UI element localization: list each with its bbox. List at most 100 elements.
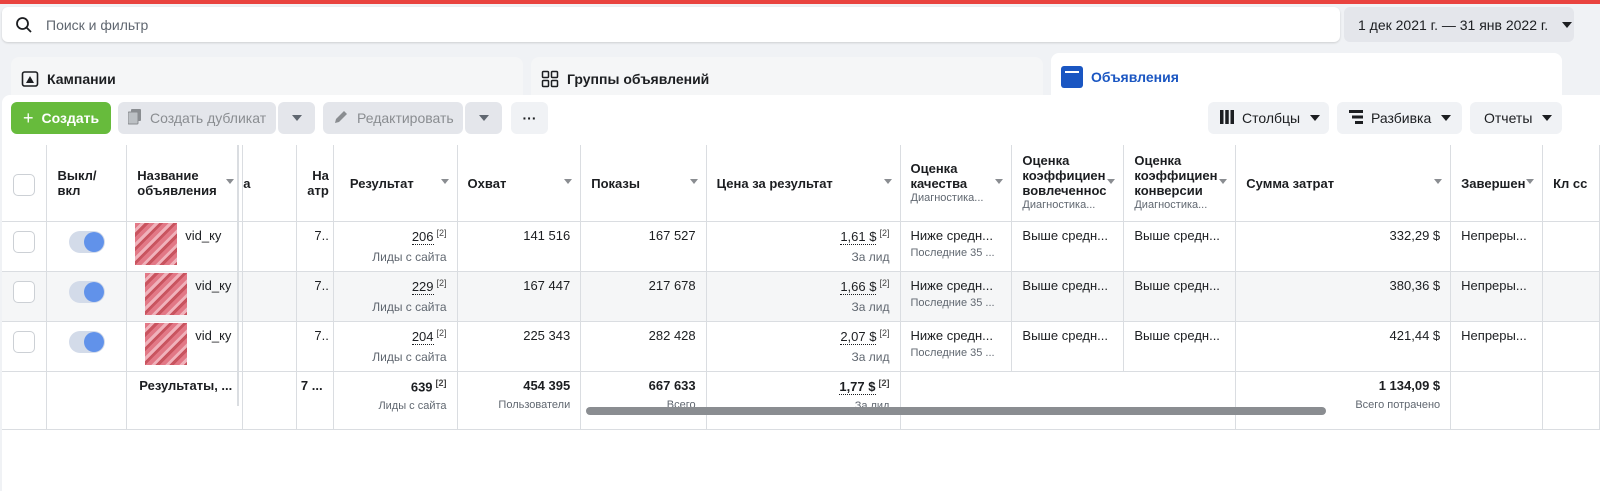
- engagement-value: Выше средн...: [1022, 228, 1108, 243]
- column-result[interactable]: Результат: [333, 145, 458, 222]
- column-cost[interactable]: Цена за результат: [706, 145, 901, 222]
- chevron-down-icon: [478, 115, 489, 121]
- breakdown-button[interactable]: Разбивка: [1337, 102, 1462, 134]
- quality-value: Ниже средн...: [910, 328, 993, 343]
- tab-label: Кампании: [47, 71, 116, 87]
- tab-ads[interactable]: Объявления: [1051, 53, 1562, 101]
- ends-value: Непреры...: [1461, 278, 1527, 293]
- quality-period: Последние 35 ...: [910, 297, 995, 309]
- column-name[interactable]: Название объявления: [126, 145, 244, 222]
- totals-result: 639: [410, 379, 433, 395]
- ads-table: Выкл/ вкл Название объявления а На атр Р…: [2, 145, 1600, 430]
- column-toggle[interactable]: Выкл/ вкл: [46, 145, 128, 222]
- column-conversion[interactable]: Оценка коэффициен конверсии Диагностика..…: [1123, 145, 1237, 222]
- impressions-value: 217 678: [648, 278, 696, 293]
- cost-value[interactable]: 1,61 $: [840, 229, 877, 246]
- column-quality[interactable]: Оценка качества Диагностика...: [900, 145, 1013, 222]
- ad-name[interactable]: vid_ку: [185, 228, 222, 243]
- more-icon: ···: [522, 110, 537, 126]
- footnote: [2]: [436, 278, 447, 288]
- quality-value: Ниже средн...: [910, 278, 993, 293]
- column-impressions[interactable]: Показы: [580, 145, 707, 222]
- reports-button[interactable]: Отчеты: [1470, 102, 1562, 134]
- totals-reach: 454 395: [523, 378, 571, 393]
- reach-value: 167 447: [523, 278, 571, 293]
- date-range-label: 1 дек 2021 г. — 31 янв 2022 г.: [1358, 16, 1549, 33]
- sort-arrow-icon: [564, 179, 573, 184]
- row-checkbox[interactable]: [13, 281, 36, 303]
- create-button[interactable]: + Создать: [11, 102, 111, 134]
- result-value[interactable]: 204: [411, 329, 434, 346]
- row-checkbox[interactable]: [13, 331, 36, 353]
- footnote: [2]: [436, 328, 447, 338]
- engagement-value: Выше средн...: [1022, 328, 1108, 343]
- conversion-value: Выше средн...: [1134, 228, 1220, 243]
- column-sublabel: Диагностика...: [1134, 199, 1208, 211]
- tab-label: Объявления: [1091, 69, 1179, 85]
- totals-cost[interactable]: 1,77 $: [839, 379, 876, 396]
- table-row[interactable]: vid_ку 7.. 204 [2] Лиды с сайта 225 343 28…: [2, 321, 1600, 372]
- ad-toggle[interactable]: [68, 331, 105, 353]
- ad-thumbnail: [135, 223, 178, 265]
- more-button[interactable]: ···: [511, 102, 548, 134]
- spend-value: 332,29 $: [1389, 228, 1441, 243]
- result-value[interactable]: 229: [411, 279, 434, 296]
- row-checkbox[interactable]: [13, 231, 36, 253]
- edit-label: Редактировать: [357, 110, 454, 126]
- column-label: Охват: [467, 175, 507, 191]
- tab-label: Группы объявлений: [567, 71, 710, 87]
- horizontal-scrollbar[interactable]: [586, 407, 1326, 415]
- tab-ad-groups[interactable]: Группы объявлений: [531, 57, 1043, 101]
- column-label: Название объявления: [137, 168, 217, 198]
- table-row[interactable]: vid_ку 7.. 206 [2] Лиды с сайта 141 516 16…: [2, 221, 1600, 272]
- search-bar[interactable]: [2, 7, 1340, 42]
- cost-value[interactable]: 1,66 $: [840, 279, 877, 296]
- totals-spend-type: Всего потрачено: [1355, 399, 1441, 411]
- sort-arrow-icon: [689, 179, 698, 184]
- quality-value: Ниже средн...: [910, 228, 993, 243]
- copy-icon: [127, 108, 142, 128]
- table-row[interactable]: vid_ку 7.. 229 [2] Лиды с сайта 167 447 21…: [2, 271, 1600, 322]
- spend-value: 421,44 $: [1389, 328, 1441, 343]
- cost-type: За лид: [851, 350, 890, 365]
- ad-name[interactable]: vid_ку: [195, 278, 232, 293]
- columns-icon: [1220, 109, 1234, 127]
- footnote: [2]: [878, 378, 890, 388]
- edit-dropdown-button[interactable]: [465, 102, 502, 134]
- edit-button[interactable]: Редактировать: [323, 102, 463, 134]
- column-label: На атр: [307, 168, 329, 198]
- reach-value: 225 343: [523, 328, 571, 343]
- tab-campaigns[interactable]: Кампании: [11, 57, 523, 101]
- duplicate-label: Создать дубликат: [150, 110, 267, 126]
- column-clicks[interactable]: Кл сс: [1542, 145, 1600, 222]
- column-sublabel: Диагностика...: [1022, 199, 1096, 211]
- result-value[interactable]: 206: [411, 229, 434, 246]
- footnote: [2]: [436, 228, 447, 238]
- result-type: Лиды с сайта: [372, 250, 447, 265]
- top-accent-line: [0, 0, 1600, 4]
- ad-toggle[interactable]: [68, 231, 105, 253]
- column-ends[interactable]: Завершен: [1450, 145, 1544, 222]
- ad-thumbnail: [145, 273, 188, 315]
- cost-type: За лид: [851, 250, 890, 265]
- search-input[interactable]: [46, 16, 1246, 33]
- column-partial-a[interactable]: а: [242, 145, 297, 222]
- column-spend[interactable]: Сумма затрат: [1235, 145, 1452, 222]
- toggle-knob: [83, 332, 104, 352]
- column-partial-b[interactable]: На атр: [296, 145, 334, 222]
- column-reach[interactable]: Охват: [457, 145, 582, 222]
- columns-button[interactable]: Столбцы: [1208, 102, 1329, 134]
- chevron-down-icon: [1542, 115, 1553, 121]
- ad-toggle[interactable]: [68, 281, 105, 303]
- duplicate-dropdown-button[interactable]: [278, 102, 315, 134]
- column-label: Завершен: [1461, 175, 1526, 191]
- cost-value[interactable]: 2,07 $: [840, 329, 877, 346]
- duplicate-button[interactable]: Создать дубликат: [118, 102, 276, 134]
- date-range-picker[interactable]: 1 дек 2021 г. — 31 янв 2022 г.: [1344, 7, 1574, 42]
- totals-row: Результаты, ... 7 ... 639 [2] Лиды с сайта…: [2, 371, 1600, 430]
- ad-name[interactable]: vid_ку: [195, 328, 232, 343]
- column-engagement[interactable]: Оценка коэффициен вовлеченнос Диагностика…: [1011, 145, 1125, 222]
- sort-arrow-icon: [995, 179, 1004, 184]
- select-all-checkbox[interactable]: [13, 173, 36, 196]
- quality-period: Последние 35 ...: [910, 347, 995, 359]
